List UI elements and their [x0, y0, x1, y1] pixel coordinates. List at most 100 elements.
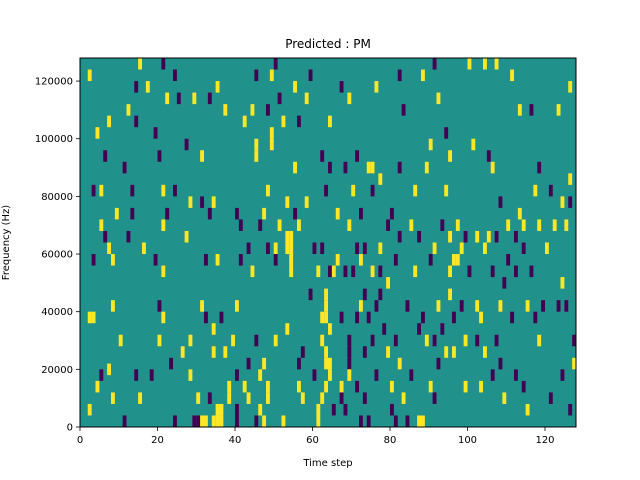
heatmap-cell-low: [498, 357, 503, 370]
heatmap-cell-low: [246, 357, 251, 370]
heatmap-cell-low: [339, 311, 344, 324]
heatmap-cell-high: [560, 277, 565, 289]
heatmap-cell-high: [138, 392, 143, 404]
heatmap-cell-low: [490, 369, 495, 381]
heatmap-cell-low: [556, 300, 561, 312]
heatmap-cell-high: [347, 369, 352, 381]
heatmap-cell-low: [397, 161, 402, 174]
heatmap-cell-high: [347, 219, 352, 231]
plot-frame: [79, 57, 577, 428]
heatmap-cell-low: [103, 150, 108, 162]
heatmap-cell-low: [374, 300, 379, 312]
heatmap-cell-high: [285, 323, 290, 335]
heatmap-cell-high: [188, 369, 193, 381]
heatmap-cell-low: [374, 369, 379, 381]
heatmap-cell-low: [421, 311, 425, 324]
heatmap-cell-high: [436, 92, 441, 105]
heatmap-cell-low: [293, 207, 298, 220]
heatmap-cell-low: [467, 265, 472, 278]
heatmap-cell-low: [149, 369, 154, 381]
heatmap-cell-low: [339, 81, 344, 93]
heatmap-cell-high: [444, 346, 449, 358]
heatmap-cell-high: [184, 230, 189, 243]
heatmap-cell-high: [335, 207, 340, 220]
heatmap-cell-low: [176, 92, 181, 105]
heatmap-cell-low: [417, 323, 422, 335]
heatmap-cell-low: [339, 392, 344, 404]
heatmap-cell-high: [397, 357, 402, 370]
heatmap-cell-high: [483, 242, 487, 255]
heatmap-cell-high: [510, 69, 515, 82]
heatmap-cell-low: [366, 311, 371, 324]
heatmap-cell-high: [486, 230, 491, 243]
heatmap-cell-low: [297, 115, 301, 128]
heatmap-cell-low: [204, 311, 208, 324]
heatmap-cell-low: [320, 150, 325, 162]
heatmap-cell-high: [262, 357, 267, 370]
heatmap-cell-low: [258, 219, 263, 231]
heatmap-cell-high: [537, 334, 542, 347]
chart-title: Predicted : PM: [285, 37, 371, 51]
heatmap-cell-high: [568, 173, 573, 185]
heatmap-cell-low: [184, 138, 189, 151]
heatmap-cell-high: [463, 334, 468, 347]
heatmap-cell-high: [188, 196, 193, 208]
y-tick-label: 20000: [41, 365, 73, 376]
heatmap-cell-high: [200, 415, 205, 427]
heatmap-cell-low: [207, 92, 212, 105]
heatmap-cell-low: [390, 403, 394, 416]
heatmap-cell-high: [262, 415, 267, 427]
heatmap-cell-low: [405, 415, 410, 427]
heatmap-cell-high: [269, 127, 274, 139]
heatmap-cell-low: [390, 207, 394, 220]
heatmap-cell-low: [130, 184, 135, 197]
x-tick-label: 40: [229, 435, 242, 446]
heatmap-cell-high: [328, 323, 332, 335]
y-axis: 0 20000 40000 60000 80000 100000 120000: [35, 77, 80, 434]
heatmap-cell-high: [452, 254, 456, 266]
heatmap-cell-high: [297, 219, 301, 231]
heatmap-cell-low: [204, 254, 208, 266]
heatmap-cell-low: [370, 184, 375, 197]
heatmap-cell-low: [486, 150, 491, 162]
heatmap-cell-high: [413, 184, 418, 197]
heatmap-cell-high: [506, 219, 511, 231]
heatmap-cell-high: [324, 300, 329, 312]
heatmap-cell-low: [393, 334, 398, 347]
heatmap-cell-low: [494, 230, 499, 243]
heatmap-cell-low: [428, 254, 433, 266]
x-axis: 0 20 40 60 80 100 120: [77, 427, 555, 446]
heatmap-cell-low: [463, 230, 468, 243]
heatmap-cell-high: [285, 196, 290, 208]
x-axis-label: Time step: [302, 458, 352, 469]
heatmap-cell-high: [111, 300, 115, 312]
heatmap-cell-high: [219, 403, 224, 416]
heatmap-cell-high: [99, 184, 104, 197]
heatmap-cell-low: [514, 230, 518, 243]
heatmap-cell-high: [572, 357, 577, 370]
heatmap-cell-low: [235, 403, 239, 416]
heatmap-cell-high: [304, 92, 309, 105]
heatmap-cell-high: [114, 207, 119, 220]
heatmap-cell-low: [277, 92, 282, 105]
heatmap-cell-low: [122, 161, 127, 174]
heatmap-cell-low: [405, 300, 410, 312]
heatmap-cell-low: [134, 369, 139, 381]
heatmap-cell-low: [254, 334, 259, 347]
heatmap-cell-high: [335, 254, 340, 266]
heatmap-cell-low: [452, 311, 456, 324]
heatmap-cell-low: [312, 369, 317, 381]
heatmap-cell-high: [502, 392, 507, 404]
heatmap-cell-high: [231, 334, 236, 347]
heatmap-cell-high: [324, 311, 329, 324]
heatmap-cell-high: [413, 265, 418, 278]
heatmap-cell-high: [448, 265, 453, 278]
heatmap-cell-high: [254, 138, 259, 151]
heatmap-cell-high: [448, 150, 453, 162]
heatmap-cell-high: [436, 300, 441, 312]
heatmap-cell-high: [378, 242, 383, 255]
heatmap-cell-high: [235, 300, 239, 312]
heatmap-cell-high: [370, 161, 375, 174]
heatmap-cell-low: [409, 369, 414, 381]
heatmap-cell-low: [444, 127, 449, 139]
